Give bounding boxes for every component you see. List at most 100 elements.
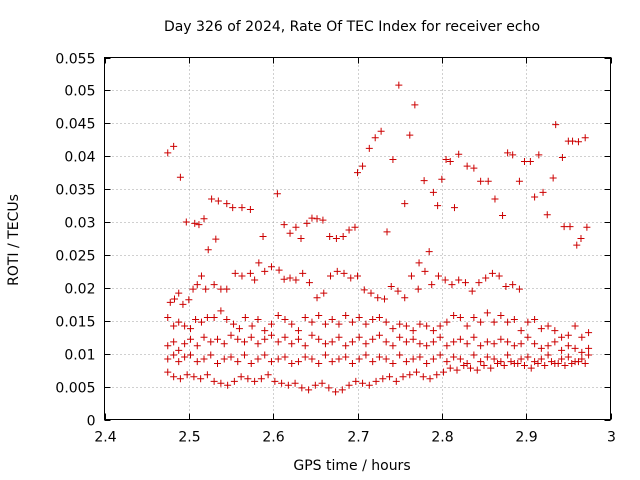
data-point	[477, 358, 485, 366]
data-point	[321, 320, 329, 328]
data-point	[351, 223, 359, 231]
data-point	[176, 375, 184, 383]
data-point	[436, 333, 444, 341]
data-point	[483, 353, 491, 361]
data-point	[406, 371, 414, 379]
data-point	[443, 342, 451, 350]
data-point	[359, 162, 367, 170]
data-point	[214, 360, 222, 368]
data-point	[407, 272, 415, 280]
data-point	[569, 137, 577, 145]
data-point	[544, 342, 552, 350]
data-point	[288, 320, 296, 328]
data-point	[436, 322, 444, 330]
data-point	[406, 131, 414, 139]
data-point	[195, 221, 203, 229]
data-point	[208, 195, 216, 203]
data-point	[507, 358, 515, 366]
data-point	[191, 219, 199, 227]
data-point	[273, 190, 281, 198]
data-point	[416, 340, 424, 348]
data-point	[524, 318, 532, 326]
data-point	[288, 340, 296, 348]
data-point	[504, 149, 512, 157]
data-point	[164, 149, 172, 157]
data-point	[204, 246, 212, 254]
data-point	[504, 318, 512, 326]
data-point	[578, 348, 586, 356]
data-point	[416, 320, 424, 328]
y-tick-label: 0.03	[64, 216, 95, 232]
y-tick-label: 0.025	[55, 249, 95, 265]
data-point	[456, 335, 464, 343]
data-point	[298, 384, 306, 392]
data-point	[203, 313, 211, 321]
data-point	[280, 275, 288, 283]
data-point	[274, 355, 282, 363]
data-point	[294, 335, 302, 343]
data-point	[524, 353, 532, 361]
data-point	[255, 259, 263, 267]
data-point	[416, 353, 424, 361]
data-point	[278, 379, 286, 387]
data-point	[237, 373, 245, 381]
data-point	[558, 333, 566, 341]
data-point	[502, 283, 510, 291]
data-point	[450, 338, 458, 346]
data-point	[271, 377, 279, 385]
data-point	[170, 351, 178, 359]
data-point	[197, 375, 205, 383]
data-point	[414, 285, 422, 293]
data-point	[460, 362, 468, 370]
grid	[104, 57, 611, 420]
data-point	[509, 281, 517, 289]
data-point	[170, 338, 178, 346]
data-point	[359, 379, 367, 387]
data-point	[425, 248, 433, 256]
data-point	[401, 200, 409, 208]
data-point	[543, 211, 551, 219]
data-point	[261, 327, 269, 335]
data-point	[301, 353, 309, 361]
data-point	[308, 331, 316, 339]
data-point	[446, 364, 454, 372]
data-point	[164, 342, 172, 350]
data-point	[564, 331, 572, 339]
data-point	[217, 307, 225, 315]
data-point	[182, 218, 190, 226]
data-point	[281, 315, 289, 323]
data-point	[515, 285, 523, 293]
data-point	[428, 281, 436, 289]
data-point	[257, 375, 265, 383]
data-point	[475, 279, 483, 287]
data-point	[187, 351, 195, 359]
data-point	[395, 81, 403, 89]
data-point	[254, 340, 262, 348]
data-point	[355, 333, 363, 341]
data-point	[179, 300, 187, 308]
data-point	[267, 331, 275, 339]
data-point	[443, 358, 451, 366]
data-point	[374, 294, 382, 302]
data-point	[251, 377, 259, 385]
data-point	[261, 335, 269, 343]
data-point	[319, 216, 327, 224]
data-point	[299, 269, 307, 277]
data-point	[568, 360, 576, 368]
data-point	[365, 144, 373, 152]
data-point	[581, 134, 589, 142]
data-point	[566, 223, 574, 231]
data-point	[175, 346, 183, 354]
data-points	[164, 81, 593, 396]
data-point	[429, 338, 437, 346]
data-point	[499, 211, 507, 219]
data-point	[207, 338, 215, 346]
data-point	[354, 169, 361, 177]
data-point	[560, 223, 568, 231]
data-point	[564, 342, 572, 350]
data-point	[442, 156, 450, 164]
data-point	[200, 215, 208, 223]
data-point	[246, 206, 254, 214]
data-point	[234, 358, 242, 366]
data-point	[294, 358, 302, 366]
